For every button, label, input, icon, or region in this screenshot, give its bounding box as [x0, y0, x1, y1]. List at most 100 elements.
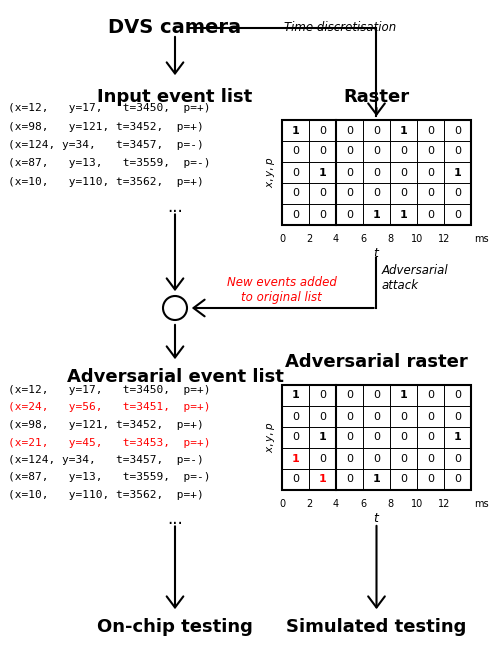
Text: Input event list: Input event list: [97, 88, 252, 106]
Text: 0: 0: [319, 390, 326, 401]
Text: (x=87,   y=13,   t=3559,  p=-): (x=87, y=13, t=3559, p=-): [8, 158, 210, 169]
Text: 0: 0: [292, 433, 299, 443]
Text: Raster: Raster: [343, 88, 410, 106]
Text: (x=124, y=34,   t=3457,  p=-): (x=124, y=34, t=3457, p=-): [8, 455, 204, 465]
Text: 0: 0: [373, 453, 380, 463]
Text: 12: 12: [438, 234, 450, 244]
Text: 0: 0: [292, 475, 299, 484]
Text: 1: 1: [372, 209, 380, 220]
Text: $t$: $t$: [373, 247, 380, 260]
Text: ms: ms: [474, 499, 489, 509]
Text: 1: 1: [291, 390, 299, 401]
Text: (x=12,   y=17,   t=3450,  p=+): (x=12, y=17, t=3450, p=+): [8, 103, 210, 113]
Text: Time discretisation: Time discretisation: [284, 21, 396, 34]
Text: 1: 1: [291, 453, 299, 463]
Circle shape: [163, 296, 187, 320]
Text: 0: 0: [319, 453, 326, 463]
Text: 0: 0: [400, 147, 407, 156]
Text: 0: 0: [292, 412, 299, 421]
Text: Simulated testing: Simulated testing: [287, 618, 467, 636]
Bar: [282, 385, 471, 490]
Text: 0: 0: [454, 453, 461, 463]
Text: 0: 0: [454, 475, 461, 484]
Text: 0: 0: [319, 125, 326, 136]
Text: 0: 0: [346, 412, 353, 421]
Text: 0: 0: [346, 433, 353, 443]
Text: 0: 0: [279, 234, 285, 244]
Text: 0: 0: [319, 189, 326, 198]
Text: (x=10,   y=110, t=3562,  p=+): (x=10, y=110, t=3562, p=+): [8, 490, 204, 500]
Text: Adversarial
attack: Adversarial attack: [381, 264, 448, 292]
Text: 0: 0: [292, 189, 299, 198]
Text: 0: 0: [319, 412, 326, 421]
Text: 0: 0: [454, 412, 461, 421]
Text: 0: 0: [373, 147, 380, 156]
Text: 0: 0: [454, 390, 461, 401]
Text: 10: 10: [411, 234, 423, 244]
Text: ms: ms: [474, 234, 489, 244]
Text: 0: 0: [427, 167, 434, 178]
Text: On-chip testing: On-chip testing: [97, 618, 253, 636]
Text: 0: 0: [427, 433, 434, 443]
Text: Adversarial event list: Adversarial event list: [67, 368, 284, 386]
Text: 0: 0: [427, 475, 434, 484]
Text: 0: 0: [292, 147, 299, 156]
Text: (x=21,   y=45,   t=3453,  p=+): (x=21, y=45, t=3453, p=+): [8, 437, 210, 448]
Text: 1: 1: [319, 167, 327, 178]
Text: 0: 0: [346, 209, 353, 220]
Text: 0: 0: [454, 209, 461, 220]
Text: 0: 0: [346, 453, 353, 463]
Text: 0: 0: [454, 125, 461, 136]
Text: 0: 0: [400, 475, 407, 484]
Text: 0: 0: [373, 125, 380, 136]
Text: 4: 4: [333, 499, 339, 509]
Text: 0: 0: [373, 189, 380, 198]
Text: 0: 0: [373, 433, 380, 443]
Text: (x=98,   y=121, t=3452,  p=+): (x=98, y=121, t=3452, p=+): [8, 420, 204, 430]
Text: 1: 1: [453, 433, 461, 443]
Text: 0: 0: [400, 167, 407, 178]
Text: (x=10,   y=110, t=3562,  p=+): (x=10, y=110, t=3562, p=+): [8, 177, 204, 187]
Text: 1: 1: [453, 167, 461, 178]
Text: 0: 0: [279, 499, 285, 509]
Text: 0: 0: [400, 412, 407, 421]
Text: (x=87,   y=13,   t=3559,  p=-): (x=87, y=13, t=3559, p=-): [8, 472, 210, 483]
Text: 0: 0: [319, 147, 326, 156]
Text: 4: 4: [333, 234, 339, 244]
Text: 0: 0: [427, 147, 434, 156]
Text: (x=12,   y=17,   t=3450,  p=+): (x=12, y=17, t=3450, p=+): [8, 385, 210, 395]
Text: 2: 2: [306, 234, 312, 244]
Text: 1: 1: [372, 475, 380, 484]
Text: 0: 0: [346, 125, 353, 136]
Text: (x=124, y=34,   t=3457,  p=-): (x=124, y=34, t=3457, p=-): [8, 140, 204, 150]
Text: 0: 0: [427, 390, 434, 401]
Text: 0: 0: [346, 147, 353, 156]
Text: 6: 6: [360, 234, 366, 244]
Text: 0: 0: [400, 433, 407, 443]
Text: 0: 0: [346, 189, 353, 198]
Text: 0: 0: [427, 412, 434, 421]
Text: $x, y, p$: $x, y, p$: [265, 157, 277, 188]
Text: 0: 0: [427, 125, 434, 136]
Text: 0: 0: [373, 390, 380, 401]
Text: 0: 0: [346, 167, 353, 178]
Text: 1: 1: [400, 390, 408, 401]
Text: 8: 8: [387, 499, 393, 509]
Text: 0: 0: [400, 453, 407, 463]
Text: 10: 10: [411, 499, 423, 509]
Text: 0: 0: [427, 209, 434, 220]
Text: 1: 1: [291, 125, 299, 136]
Text: 0: 0: [292, 167, 299, 178]
Text: ...: ...: [167, 198, 183, 216]
Text: 1: 1: [319, 433, 327, 443]
Text: 0: 0: [454, 189, 461, 198]
Text: New events added
to original list: New events added to original list: [227, 276, 337, 304]
Text: 0: 0: [373, 412, 380, 421]
Text: 8: 8: [387, 234, 393, 244]
Text: 0: 0: [346, 390, 353, 401]
Text: $t$: $t$: [373, 512, 380, 525]
Text: ...: ...: [167, 510, 183, 528]
Text: 1: 1: [319, 475, 327, 484]
Text: 0: 0: [427, 453, 434, 463]
Text: $x, y, p$: $x, y, p$: [265, 422, 277, 453]
